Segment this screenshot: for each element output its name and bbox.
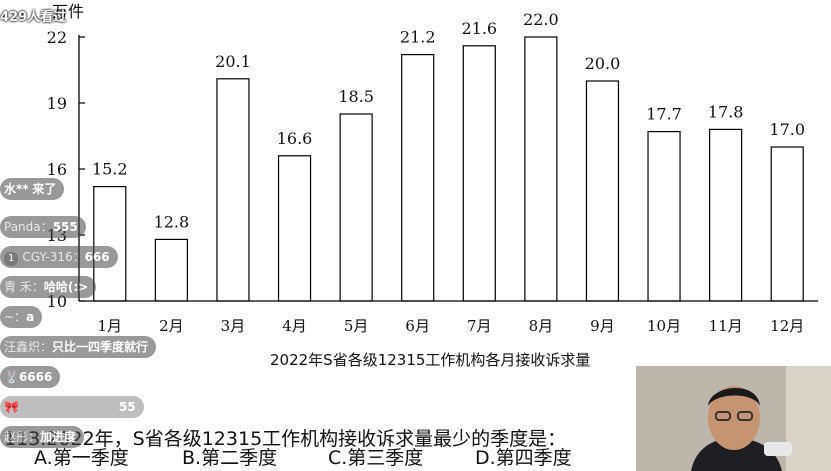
x-tick-label: 6月 <box>405 317 430 335</box>
fan-badge: 1 <box>4 252 19 266</box>
danmaku-user: ~： <box>4 310 27 324</box>
danmaku-item: 🐰6666 <box>0 366 61 388</box>
danmaku-item: 🎀 55 <box>0 396 144 418</box>
bar <box>524 36 558 302</box>
y-tick-label: 19 <box>47 94 67 113</box>
bar <box>401 53 435 302</box>
danmaku-message: 只比一四季度就行 <box>52 340 149 354</box>
x-tick-label: 5月 <box>344 317 369 335</box>
danmaku-message: 来了 <box>32 182 57 196</box>
danmaku-message: 加进度 <box>40 430 77 444</box>
danmaku-message: a <box>26 310 35 324</box>
x-tick-label: 7月 <box>467 317 492 335</box>
x-tick-label: 11月 <box>709 317 743 335</box>
option-a[interactable]: A.第一季度 <box>34 447 129 469</box>
bar <box>647 131 681 302</box>
danmaku-message: 555 <box>52 220 78 234</box>
danmaku-item: 赵彤：加进度 <box>0 426 85 448</box>
danmaku-user: 汪鑫炽： <box>4 340 53 354</box>
data-label: 21.2 <box>400 28 436 47</box>
bar <box>585 80 620 302</box>
bar <box>709 128 743 302</box>
data-label: 17.0 <box>769 120 805 139</box>
bar <box>154 238 188 302</box>
danmaku-item: 水** 来了 <box>0 178 65 200</box>
data-label: 12.8 <box>154 212 190 231</box>
danmaku-user: 水** <box>4 182 29 196</box>
danmaku-avatar-icon: 🐰 <box>4 370 19 384</box>
bars: 15.2 12.8 20.1 16.6 18.5 21.2 21.6 22.0 20.0 17.7… <box>92 10 805 302</box>
x-tick-label: 1月 <box>98 317 123 335</box>
x-tick-label: 12月 <box>770 317 804 335</box>
danmaku-item: Panda：555 <box>0 216 86 238</box>
bar <box>93 186 127 302</box>
danmaku-user: 赵彤： <box>4 430 41 444</box>
danmaku-item: 1 CGY-316：666 <box>0 246 118 268</box>
danmaku-message: 6666 <box>18 370 53 384</box>
x-tick-label: 10月 <box>647 317 681 335</box>
danmaku-user: 青 禾： <box>4 280 44 294</box>
chart-caption: 2022年S省各级12315工作机构各月接收诉求量 <box>270 351 591 369</box>
bar <box>770 146 804 302</box>
viewer-count: 429人看过 <box>0 10 67 25</box>
x-tick-label: 3月 <box>221 317 246 335</box>
y-tick-label: 16 <box>47 160 67 179</box>
danmaku-item: 汪鑫炽：只比一四季度就行 <box>0 336 157 358</box>
danmaku-item: ~：a <box>0 306 43 328</box>
bar <box>216 78 250 302</box>
bar <box>277 155 312 302</box>
data-label: 15.2 <box>92 160 128 179</box>
x-tick-label: 9月 <box>590 317 615 335</box>
bar <box>339 113 373 302</box>
danmaku-message: 哈哈(:> <box>43 280 89 294</box>
y-tick-label: 22 <box>47 28 67 47</box>
data-label: 16.6 <box>277 129 313 148</box>
danmaku-item: 青 禾：哈哈(:> <box>0 276 97 298</box>
question-text: 113.2022年，S省各级12315工作机构接收诉求量最少的季度是： <box>4 428 567 450</box>
x-tick-label: 4月 <box>282 317 307 335</box>
data-label: 18.5 <box>338 87 374 106</box>
danmaku-message: 666 <box>84 250 110 264</box>
y-axis-label: 万件 <box>52 2 84 21</box>
option-b[interactable]: B.第二季度 <box>182 447 278 469</box>
bar <box>462 45 496 302</box>
data-label: 17.8 <box>708 102 744 121</box>
data-label: 21.6 <box>461 19 497 38</box>
data-label: 20.1 <box>215 52 251 71</box>
bar-chart: 万件1013161922 15.212.820.116.618.521.221.… <box>47 2 818 335</box>
x-axis: 1月 2月 3月 4月 5月 6月 7月 8月 9月 10月 11月 12月 <box>79 300 818 335</box>
danmaku-message: 55 <box>118 400 136 414</box>
x-tick-label: 2月 <box>159 317 184 335</box>
data-label: 17.7 <box>646 105 682 124</box>
data-label: 20.0 <box>585 54 621 73</box>
option-c[interactable]: C.第三季度 <box>328 447 424 469</box>
presenter-webcam <box>636 366 831 471</box>
x-tick-label: 8月 <box>529 317 554 335</box>
danmaku-user: Panda： <box>4 220 53 234</box>
option-d[interactable]: D.第四季度 <box>475 447 572 469</box>
danmaku-avatar-icon: 🎀 <box>4 400 19 414</box>
data-label: 22.0 <box>523 10 559 29</box>
danmaku-user: CGY-316： <box>22 250 85 264</box>
